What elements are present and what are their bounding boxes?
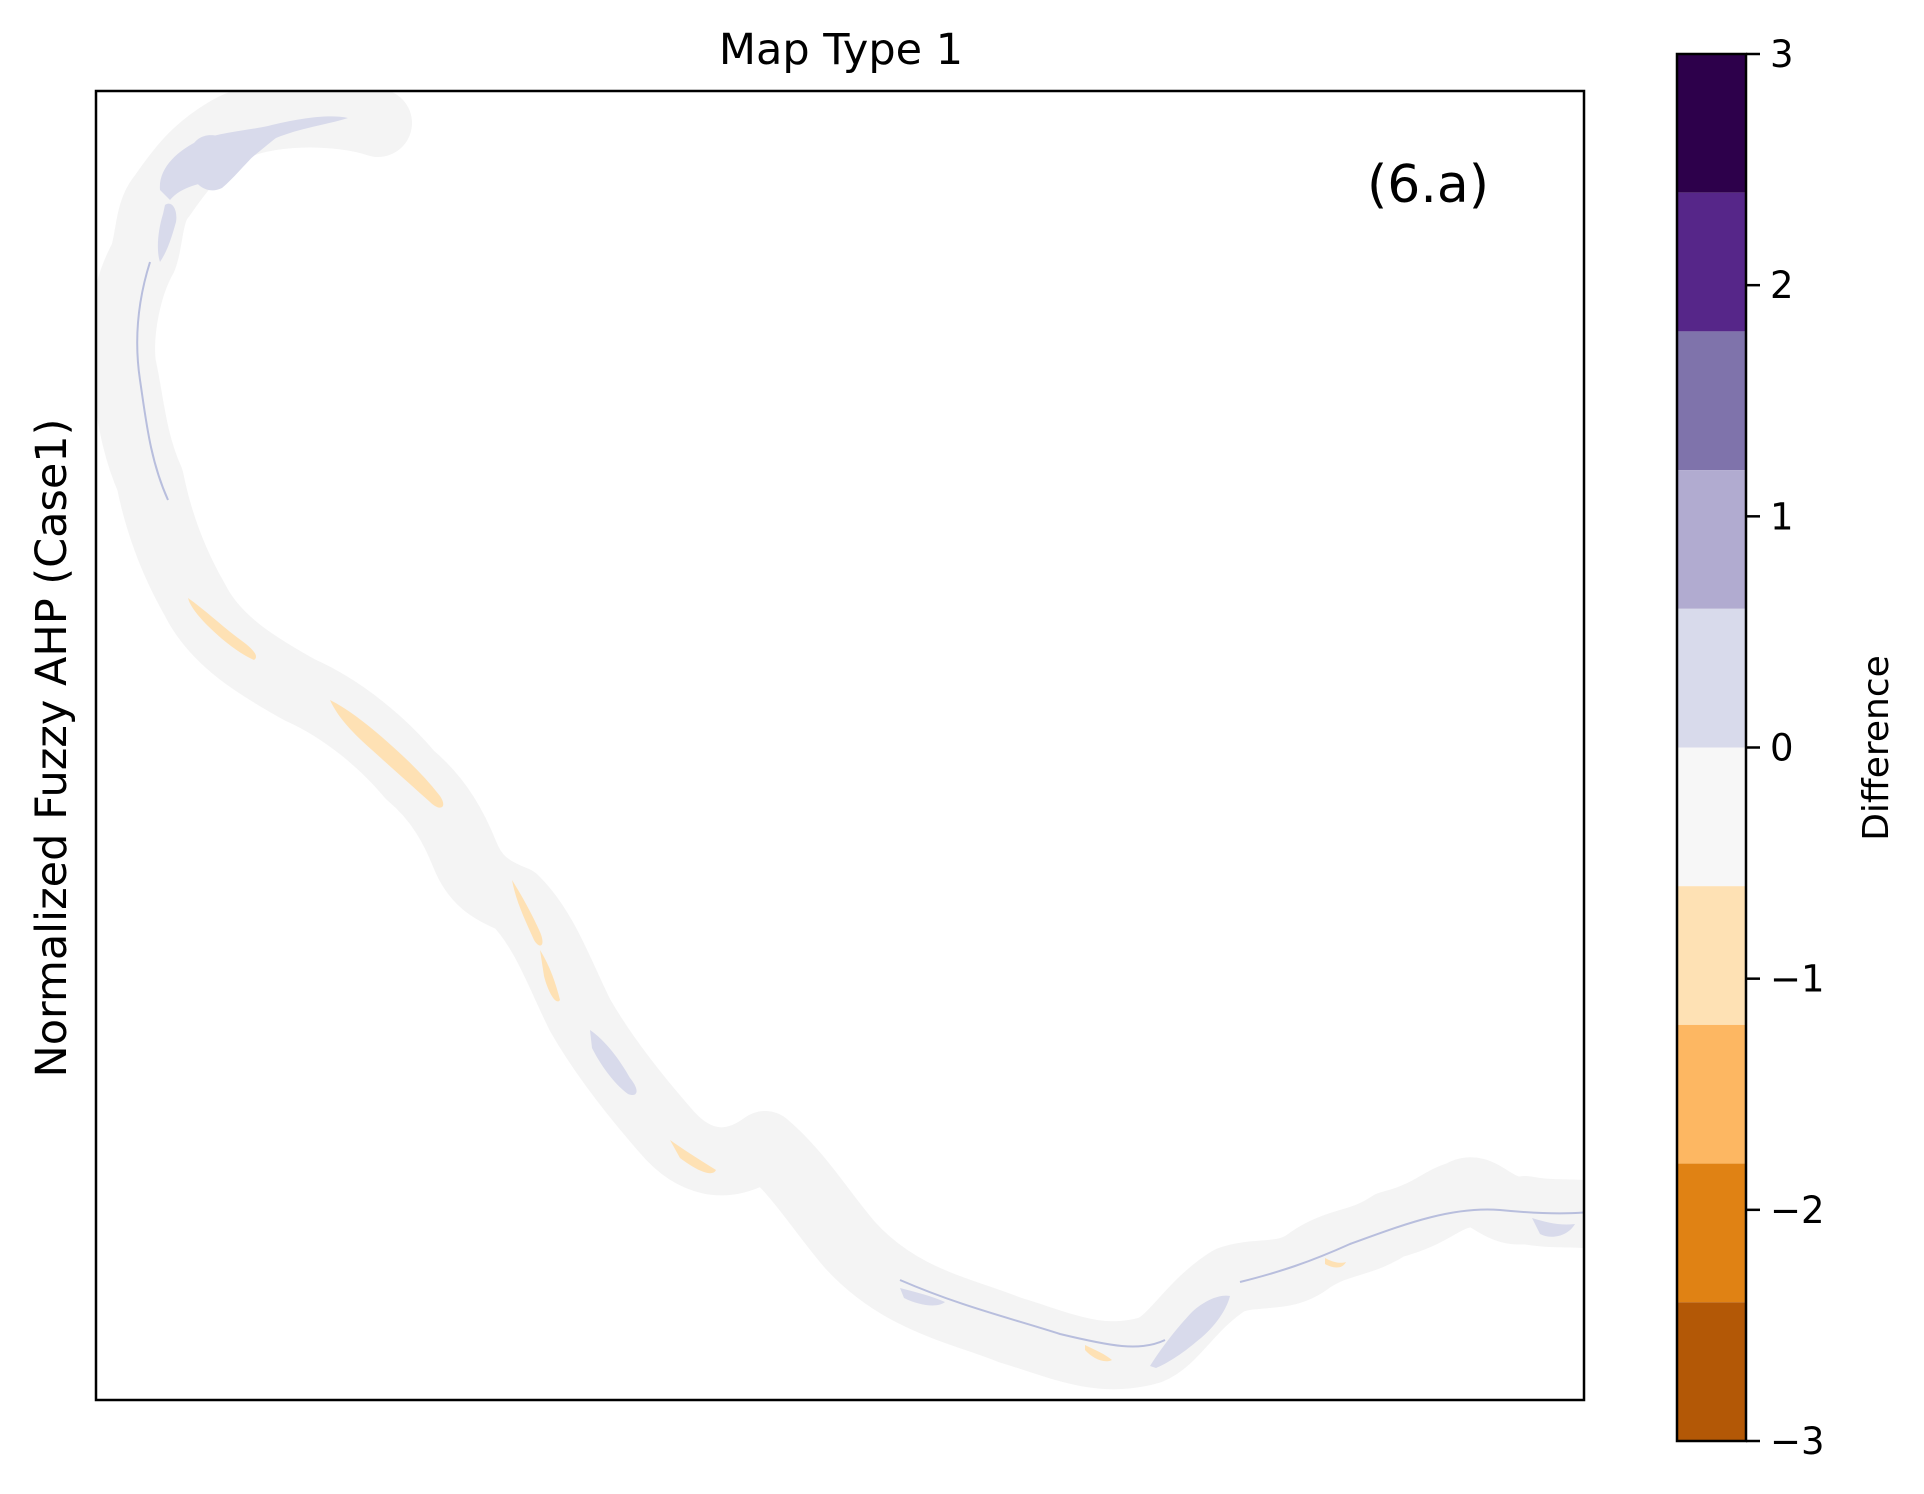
colorbar-bin-5: [1677, 747, 1746, 887]
colorbar: 3 2 1 0 −1 −2 −3 Difference: [1675, 33, 1897, 1463]
map-panel: (6.a): [94, 89, 1586, 1402]
river-corridor: [96, 91, 1584, 1390]
patch-south-1: [1085, 1345, 1112, 1362]
colorbar-bin-9: [1677, 1302, 1746, 1441]
colorbar-tick-label-2: 1: [1770, 495, 1794, 538]
colorbar-bin-1: [1677, 192, 1746, 332]
positive-difference-patches: [157, 116, 1575, 1368]
colorbar-label: Difference: [1856, 655, 1897, 841]
colorbar-tick-label-1: 2: [1770, 264, 1794, 307]
colorbar-bin-2: [1677, 331, 1746, 471]
colorbar-tick-label-4: −1: [1770, 958, 1825, 1001]
patch-west-1: [188, 598, 257, 660]
channel-lines: [136, 261, 1584, 1348]
patch-middle: [590, 1030, 637, 1096]
colorbar-bin-4: [1677, 608, 1746, 748]
colorbar-tick-label-6: −3: [1770, 1420, 1825, 1463]
patch-east: [1532, 1218, 1575, 1237]
patch-west-3: [512, 880, 543, 946]
patch-upper-bend: [157, 203, 177, 262]
corridor-buffer: [96, 91, 1584, 1390]
patch-south-center: [900, 1288, 945, 1306]
colorbar-bin-8: [1677, 1163, 1746, 1303]
patch-southeast: [1150, 1295, 1230, 1368]
colorbar-bin-0: [1677, 54, 1746, 193]
channel-upper: [136, 261, 169, 501]
colorbar-bin-3: [1677, 470, 1746, 609]
colorbar-tick-label-5: −2: [1770, 1189, 1825, 1232]
colorbar-bin-6: [1677, 886, 1746, 1025]
colorbar-tick-label-0: 3: [1770, 33, 1794, 76]
colorbar-tick-label-3: 0: [1770, 727, 1794, 770]
map-title: Map Type 1: [719, 25, 963, 75]
patch-mid-2: [670, 1140, 716, 1174]
y-axis-label: Normalized Fuzzy AHP (Case1): [27, 419, 77, 1078]
channel-east: [1239, 1208, 1584, 1283]
negative-difference-patches: [188, 598, 1346, 1362]
channel-lower: [899, 1279, 1166, 1348]
colorbar-bin-7: [1677, 1024, 1746, 1164]
colorbar-ticks: 3 2 1 0 −1 −2 −3: [1746, 33, 1825, 1463]
patch-mid-1: [540, 950, 560, 1002]
map-frame: [94, 89, 1586, 1402]
panel-label: (6.a): [1367, 155, 1489, 215]
patch-west-2: [330, 700, 444, 808]
colorbar-bins: [1677, 54, 1746, 1441]
patch-north: [190, 135, 262, 191]
patch-east-1: [1325, 1258, 1346, 1268]
